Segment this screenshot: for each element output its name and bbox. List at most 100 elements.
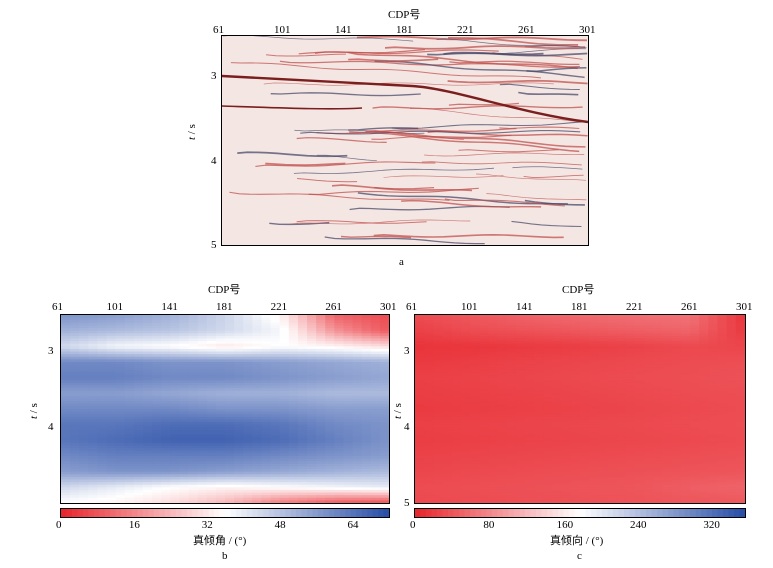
heatmap-cell	[270, 338, 281, 342]
heatmap-cell	[699, 429, 709, 434]
heatmap-cell	[197, 375, 208, 379]
heatmap-cell	[252, 484, 263, 488]
seismic-event	[384, 45, 586, 50]
heatmap-cell	[97, 377, 108, 381]
heatmap-cell	[61, 419, 71, 423]
heatmap-cell	[699, 388, 709, 392]
heatmap-cell	[97, 346, 108, 350]
heatmap-cell	[288, 385, 299, 389]
heatmap-cell	[143, 390, 153, 394]
heatmap-cell	[343, 348, 354, 353]
heatmap-cell	[334, 453, 345, 457]
heatmap-cell	[361, 406, 372, 410]
heatmap-cell	[370, 372, 381, 376]
heatmap-cell	[197, 346, 208, 350]
heatmap-cell	[188, 367, 199, 371]
heatmap-cell	[279, 463, 290, 468]
heatmap-cell	[361, 489, 372, 494]
heatmap-cell	[726, 450, 737, 454]
heatmap-cell	[543, 388, 554, 392]
heatmap-cell	[270, 359, 281, 363]
heatmap-cell	[680, 403, 691, 407]
heatmap-cell	[543, 338, 554, 342]
heatmap-cell	[316, 322, 326, 327]
heatmap-cell	[316, 469, 326, 473]
heatmap-cell	[561, 424, 572, 428]
heatmap-cell	[161, 435, 171, 439]
heatmap-cell	[70, 377, 80, 381]
heatmap-cell	[252, 364, 263, 368]
heatmap-cell	[334, 348, 345, 353]
heatmap-cell	[179, 474, 190, 478]
heatmap-cell	[607, 450, 618, 454]
heatmap-cell	[625, 406, 636, 410]
heatmap-cell	[143, 409, 153, 413]
heatmap-cell	[653, 435, 664, 439]
heatmap-cell	[506, 325, 517, 329]
heatmap-cell	[690, 432, 700, 436]
heatmap-cell	[433, 401, 444, 405]
heatmap-cell	[188, 442, 199, 447]
heatmap-cell	[525, 469, 535, 473]
heatmap-cell	[735, 348, 745, 353]
heatmap-cell	[580, 469, 590, 473]
heatmap-cell	[279, 471, 290, 475]
heatmap-cell	[460, 351, 471, 355]
heatmap-cell	[234, 419, 244, 423]
heatmap-cell	[580, 362, 590, 366]
heatmap-cell	[143, 354, 153, 358]
heatmap-cell	[525, 458, 535, 462]
heatmap-cell	[625, 435, 636, 439]
heatmap-cell	[379, 351, 389, 355]
heatmap-cell	[143, 382, 153, 387]
heatmap-cell	[225, 356, 235, 360]
heatmap-cell	[161, 429, 171, 434]
heatmap-cell	[279, 495, 290, 499]
heatmap-cell	[288, 424, 299, 428]
heatmap-cell	[470, 401, 480, 405]
heatmap-cell	[288, 495, 299, 499]
heatmap-cell	[316, 359, 326, 363]
heatmap-cell	[616, 461, 627, 465]
heatmap-cell	[316, 495, 326, 499]
heatmap-cell	[307, 315, 317, 319]
heatmap-cell	[206, 317, 217, 321]
heatmap-cell	[379, 335, 389, 340]
heatmap-cell	[215, 482, 226, 486]
heatmap-cell	[225, 401, 235, 405]
colorbar-swatch	[66, 509, 73, 517]
heatmap-cell	[488, 380, 499, 384]
heatmap-cell	[343, 487, 354, 491]
heatmap-cell	[415, 375, 425, 379]
heatmap-cell	[488, 325, 499, 329]
heatmap-cell	[252, 388, 263, 392]
heatmap-cell	[488, 320, 499, 324]
heatmap-cell	[106, 484, 117, 488]
heatmap-cell	[106, 359, 117, 363]
heatmap-cell	[442, 476, 453, 481]
heatmap-cell	[690, 463, 700, 468]
heatmap-cell	[451, 453, 462, 457]
heatmap-cell	[370, 406, 381, 410]
heatmap-cell	[625, 461, 636, 465]
heatmap-cell	[97, 341, 108, 345]
panel-b-colorbar-tick-0: 0	[56, 519, 62, 531]
heatmap-cell	[479, 398, 489, 402]
heatmap-cell	[717, 401, 728, 405]
heatmap-cell	[708, 390, 719, 394]
heatmap-cell	[680, 419, 691, 423]
heatmap-cell	[653, 411, 664, 415]
heatmap-cell	[680, 351, 691, 355]
heatmap-cell	[460, 440, 471, 444]
heatmap-cell	[179, 414, 190, 418]
heatmap-cell	[70, 437, 80, 441]
heatmap-cell	[543, 333, 554, 337]
heatmap-cell	[361, 424, 372, 428]
seismic-event	[270, 92, 421, 97]
heatmap-cell	[115, 476, 126, 481]
heatmap-cell	[589, 317, 599, 321]
heatmap-cell	[261, 359, 272, 363]
heatmap-cell	[598, 409, 609, 413]
heatmap-cell	[506, 346, 517, 350]
heatmap-cell	[61, 403, 71, 407]
